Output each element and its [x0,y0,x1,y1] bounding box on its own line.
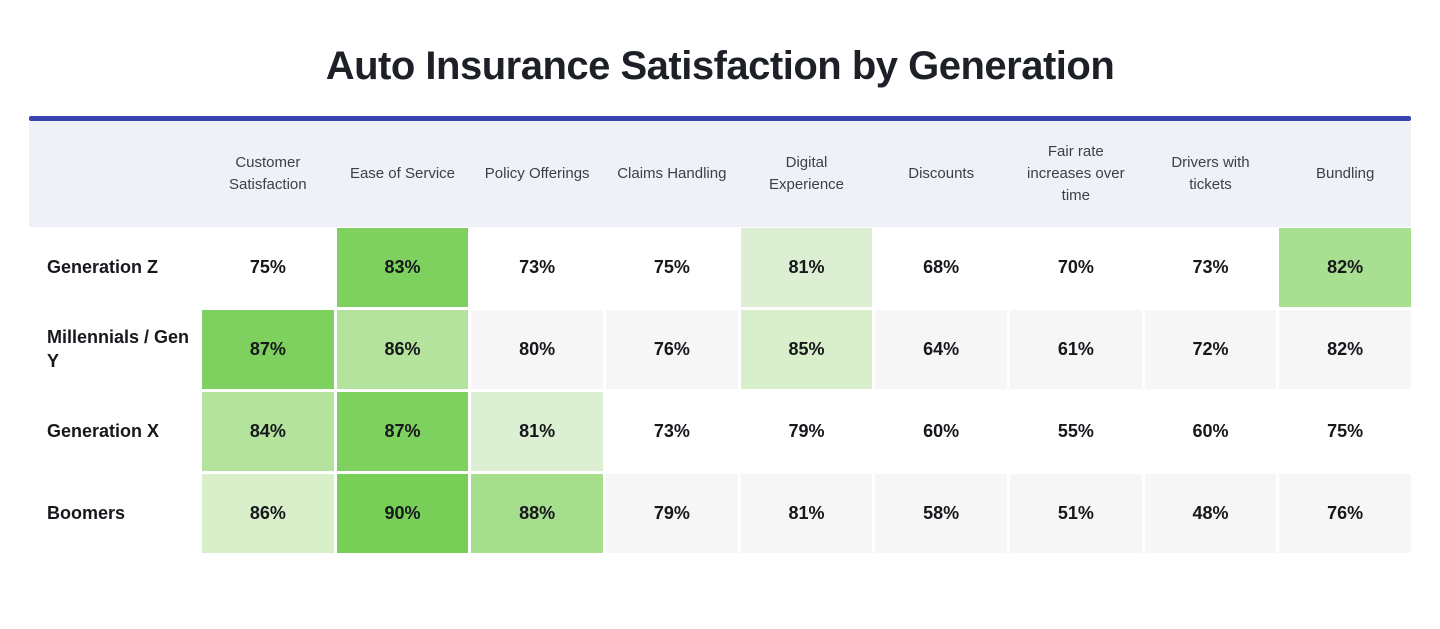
header-cell-1: Ease of Service [349,165,456,183]
value-cell: 87% [202,310,334,389]
row-label: Millennials / Gen Y [29,310,199,389]
value-cell: 73% [653,421,690,441]
page-title: Auto Insurance Satisfaction by Generatio… [325,44,1115,88]
value-cell: 55% [1057,421,1094,441]
value-cell: 79% [606,474,738,553]
value-cell: 86% [202,474,334,553]
value-cell: 72% [1144,310,1277,389]
value-cell: 76% [606,310,738,389]
value-cell: 83% [336,228,469,307]
value-cell: 48% [1144,474,1277,553]
header-cell-2: Policy Offerings [484,165,590,183]
value-cell: 75% [1327,421,1364,441]
value-cell: 85% [740,310,873,389]
value-cell: 82% [1279,310,1411,389]
value-cell: 87% [336,392,469,471]
value-cell: 84% [202,392,334,471]
table-header-row: Customer Satisfaction Ease of Service Poli… [29,121,1411,227]
value-cell: 58% [875,474,1007,553]
value-cell: 70% [1057,257,1094,277]
value-cell: 75% [249,257,286,277]
value-cell: 81% [740,228,873,307]
accent-rule [29,116,1411,121]
value-cell: 75% [653,257,690,277]
header-cell-7: Drivers with tickets [1171,154,1250,193]
value-cell: 82% [1279,228,1411,307]
header-cell-6: Fair rate increases over time [1027,143,1125,204]
value-cell: 51% [1010,474,1142,553]
value-cell: 79% [788,421,825,441]
row-label: Boomers [29,474,199,553]
value-cell: 60% [923,421,960,441]
value-cell: 76% [1279,474,1411,553]
row-label: Generation X [29,392,199,471]
value-cell: 68% [923,257,960,277]
value-cell: 88% [471,474,603,553]
header-cell-3: Claims Handling [617,165,727,183]
value-cell: 73% [519,257,556,277]
value-cell: 61% [1010,310,1142,389]
table-body: Generation Z 75% 83% 73% 75% 81% 68% 70% 73% 82% M… [29,228,1411,553]
value-cell: 64% [875,310,1007,389]
header-cell-0: Customer Satisfaction [229,154,307,193]
header-cell-5: Discounts [908,165,975,183]
value-cell: 81% [471,392,603,471]
header-cell-4: Digital Experience [768,154,845,193]
value-cell: 90% [336,474,469,553]
value-cell: 86% [336,310,469,389]
value-cell: 81% [740,474,873,553]
value-cell: 73% [1192,257,1229,277]
heatmap-page: Auto Insurance Satisfaction by Generatio… [0,44,1440,553]
value-cell: 80% [471,310,603,389]
row-label: Generation Z [29,228,199,307]
header-cell-8: Bundling [1315,165,1375,183]
value-cell: 60% [1192,421,1229,441]
